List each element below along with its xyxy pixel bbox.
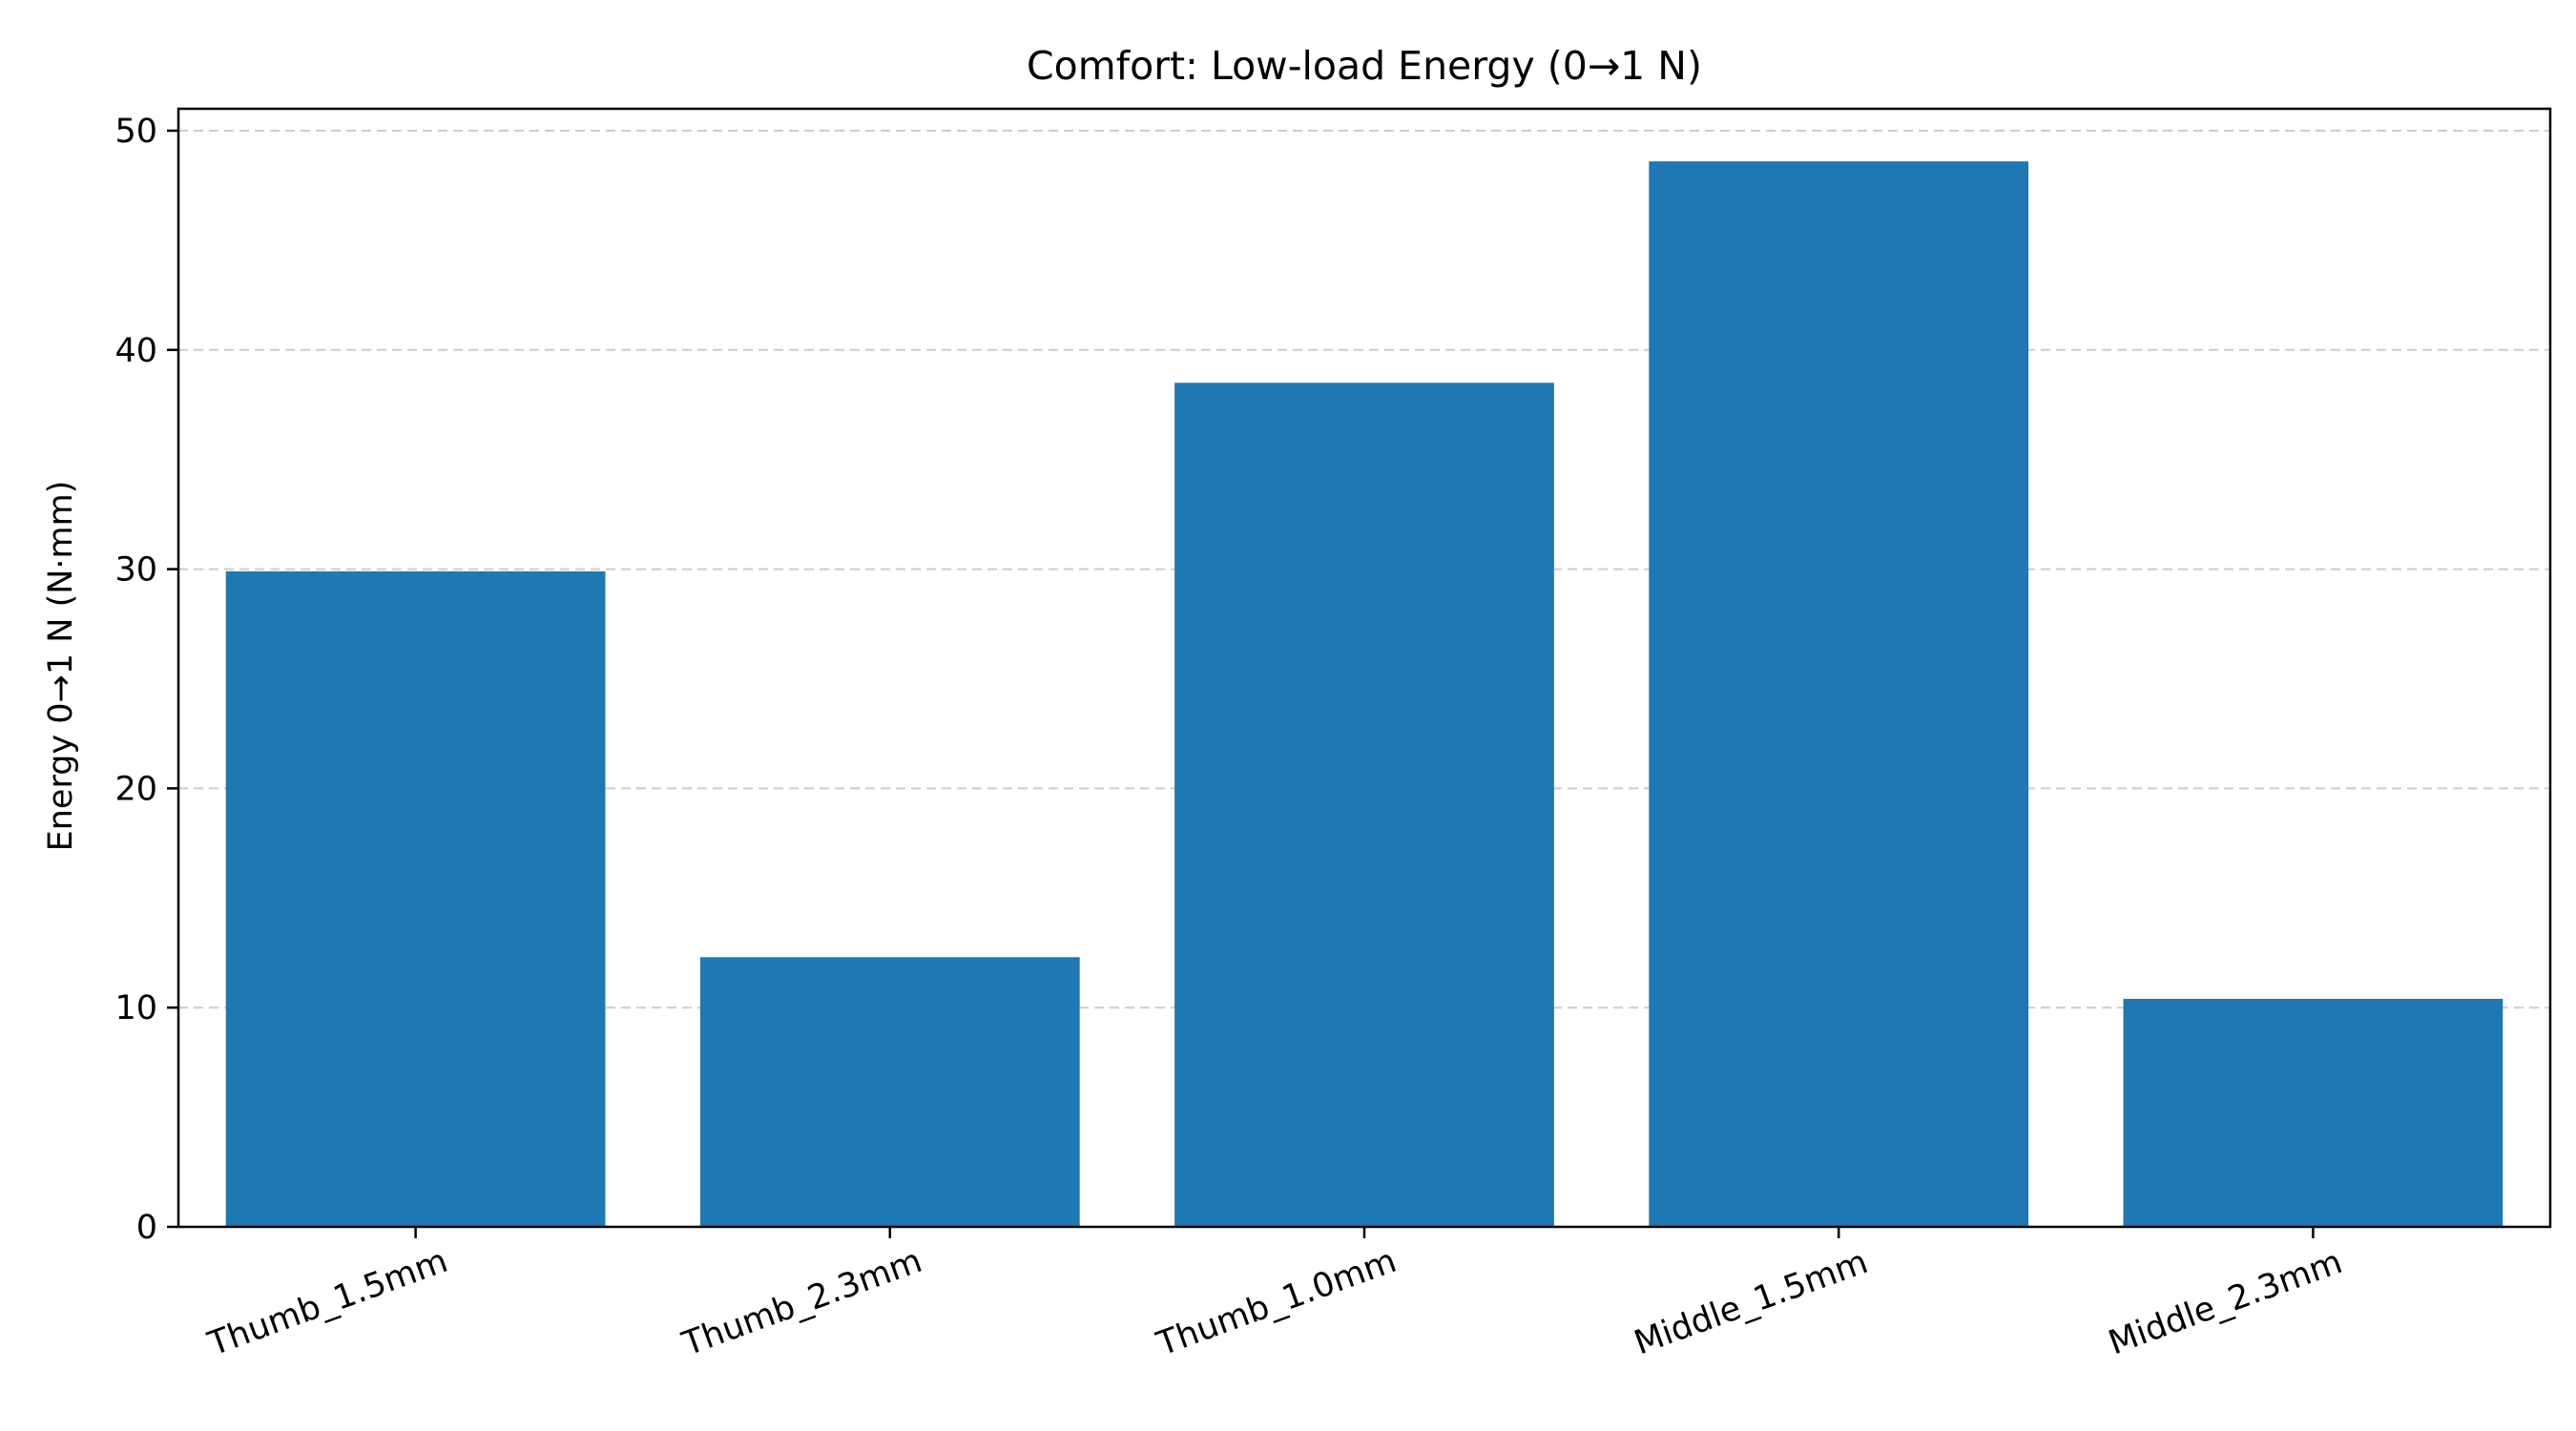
bar-thumb-2-3mm	[699, 957, 1080, 1227]
y-tick-label: 40	[114, 332, 157, 370]
bars	[225, 161, 2503, 1228]
x-tick-label: Thumb_1.5mm	[202, 1242, 452, 1364]
y-tick-label: 20	[114, 770, 157, 808]
y-tick-label: 50	[114, 113, 157, 151]
x-tick-label: Middle_1.5mm	[1630, 1243, 1873, 1362]
x-tick-label: Thumb_2.3mm	[676, 1242, 926, 1364]
y-tick-label: 30	[114, 551, 157, 590]
bar-middle-1-5mm	[1649, 161, 2029, 1227]
bar-middle-2-3mm	[2123, 999, 2503, 1227]
bar-thumb-1-0mm	[1174, 383, 1554, 1228]
plot-frame	[177, 107, 2552, 1229]
y-tick-label: 0	[136, 1209, 157, 1247]
y-axis-label: Energy 0→1 N (N·mm)	[42, 481, 80, 852]
y-tick-label: 10	[114, 989, 157, 1027]
x-axis-ticks: Thumb_1.5mm Thumb_2.3mm Thumb_1.0mm Middle_…	[202, 1227, 2347, 1364]
x-tick-label: Thumb_1.0mm	[1152, 1242, 1402, 1364]
bar-thumb-1-5mm	[225, 570, 606, 1227]
chart-title: Comfort: Low-load Energy (0→1 N)	[1027, 43, 1702, 89]
y-axis-ticks: 0 10 20 30 40 50	[114, 113, 178, 1247]
x-tick-label: Middle_2.3mm	[2104, 1243, 2347, 1362]
